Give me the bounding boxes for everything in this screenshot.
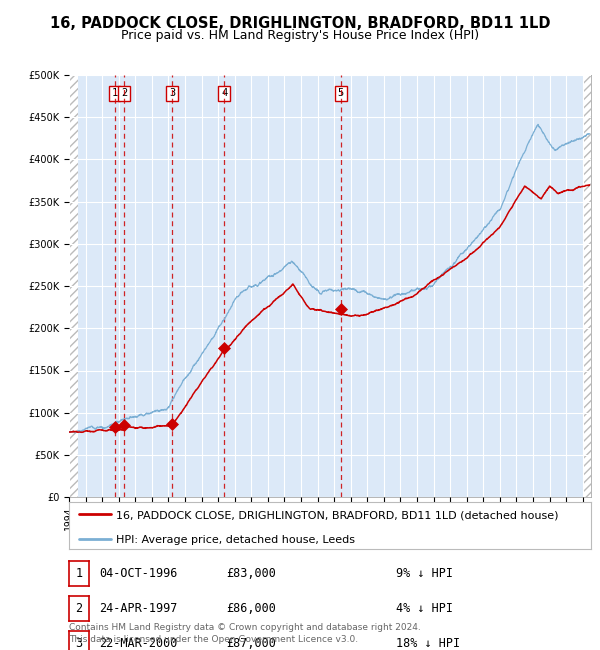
Text: 22-MAR-2000: 22-MAR-2000	[100, 637, 178, 650]
Bar	[69, 75, 77, 497]
Text: 24-APR-1997: 24-APR-1997	[100, 602, 178, 615]
Text: 04-OCT-1996: 04-OCT-1996	[100, 567, 178, 580]
Text: Contains HM Land Registry data © Crown copyright and database right 2024.: Contains HM Land Registry data © Crown c…	[69, 623, 421, 632]
Text: 16, PADDOCK CLOSE, DRIGHLINGTON, BRADFORD, BD11 1LD: 16, PADDOCK CLOSE, DRIGHLINGTON, BRADFOR…	[50, 16, 550, 31]
Text: 9% ↓ HPI: 9% ↓ HPI	[396, 567, 453, 580]
Text: 4: 4	[221, 88, 227, 98]
Text: 18% ↓ HPI: 18% ↓ HPI	[396, 637, 460, 650]
Text: 3: 3	[169, 88, 175, 98]
Text: £87,000: £87,000	[226, 637, 276, 650]
Text: 1: 1	[76, 567, 82, 580]
Text: £83,000: £83,000	[226, 567, 276, 580]
Text: This data is licensed under the Open Government Licence v3.0.: This data is licensed under the Open Gov…	[69, 634, 358, 644]
Text: 4% ↓ HPI: 4% ↓ HPI	[396, 602, 453, 615]
Bar	[583, 75, 591, 497]
Text: 5: 5	[338, 88, 344, 98]
Text: HPI: Average price, detached house, Leeds: HPI: Average price, detached house, Leed…	[116, 535, 355, 545]
Bar	[583, 75, 591, 497]
Text: Price paid vs. HM Land Registry's House Price Index (HPI): Price paid vs. HM Land Registry's House …	[121, 29, 479, 42]
Text: £86,000: £86,000	[226, 602, 276, 615]
Text: 2: 2	[76, 602, 82, 615]
Text: 2: 2	[121, 88, 127, 98]
Text: 16, PADDOCK CLOSE, DRIGHLINGTON, BRADFORD, BD11 1LD (detached house): 16, PADDOCK CLOSE, DRIGHLINGTON, BRADFOR…	[116, 510, 559, 520]
Text: 3: 3	[76, 637, 82, 650]
Text: 1: 1	[112, 88, 118, 98]
Bar	[69, 75, 77, 497]
